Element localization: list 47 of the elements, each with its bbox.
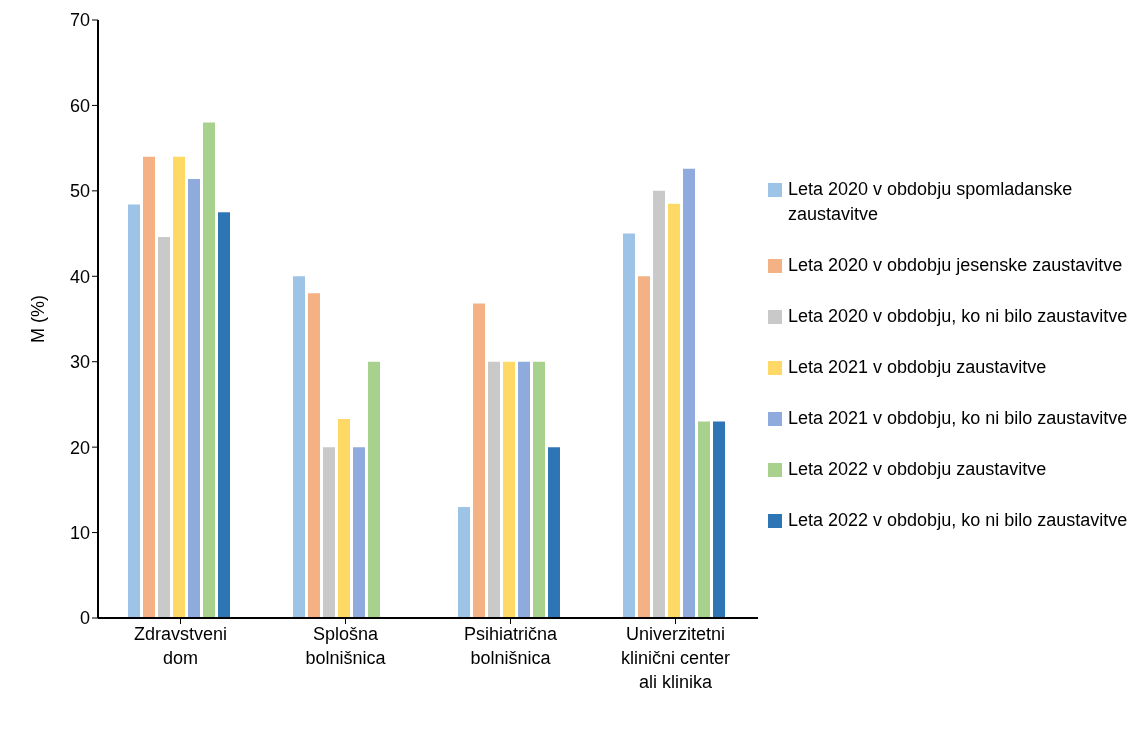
bar: [668, 203, 680, 618]
y-axis-title: M (%): [28, 295, 49, 343]
bar: [458, 506, 470, 618]
bar: [488, 361, 500, 618]
legend-label: Leta 2021 v obdobju zaustavitve: [788, 356, 1047, 379]
bar: [293, 276, 305, 618]
x-tick-label: Univerzitetni klinični center ali klinika: [620, 624, 731, 692]
bar: [353, 447, 365, 618]
bar: [158, 236, 170, 618]
y-tick-label: 20: [69, 437, 90, 458]
legend-label: Leta 2020 v obdobju spomladanske zaustavitve: [788, 178, 1074, 226]
bar: [713, 421, 725, 618]
bar: [143, 156, 155, 618]
bar: [323, 447, 335, 618]
bar: [518, 361, 530, 618]
bar: [623, 233, 635, 618]
y-tick-label: 30: [69, 352, 90, 373]
legend-label: Leta 2022 v obdobju zaustavitve: [788, 458, 1047, 481]
legend-label: Leta 2020 v obdobju jesenske zaustavitve: [788, 254, 1123, 277]
bar: [203, 122, 215, 618]
bar: [368, 361, 380, 618]
bar: [533, 361, 545, 618]
x-tick-label: Psihiatrična bolnišnica: [463, 624, 559, 668]
y-tick-label: 40: [69, 266, 90, 287]
x-tick-label: Splošna bolnišnica: [305, 624, 387, 668]
bar: [308, 293, 320, 618]
bar: [638, 276, 650, 618]
y-tick-label: 60: [69, 95, 90, 116]
bar: [653, 190, 665, 618]
legend-label: Leta 2021 v obdobju, ko ni bilo zaustavitve: [788, 407, 1128, 430]
legend-label: Leta 2022 v obdobju, ko ni bilo zaustavitve: [788, 509, 1128, 532]
bar: [548, 447, 560, 618]
bar: [698, 421, 710, 618]
bar: [173, 156, 185, 618]
bar: [338, 418, 350, 618]
bar: [218, 212, 230, 618]
bar: [128, 204, 140, 618]
y-tick-label: 0: [79, 608, 90, 629]
x-tick-label: Zdravstveni dom: [133, 624, 228, 668]
bar: [473, 303, 485, 618]
bar: [503, 361, 515, 618]
y-tick-label: 10: [69, 522, 90, 543]
bar: [683, 168, 695, 618]
legend-label: Leta 2020 v obdobju, ko ni bilo zaustavitve: [788, 305, 1128, 328]
y-tick-label: 50: [69, 181, 90, 202]
y-tick-label: 70: [69, 10, 90, 31]
bar: [188, 178, 200, 618]
